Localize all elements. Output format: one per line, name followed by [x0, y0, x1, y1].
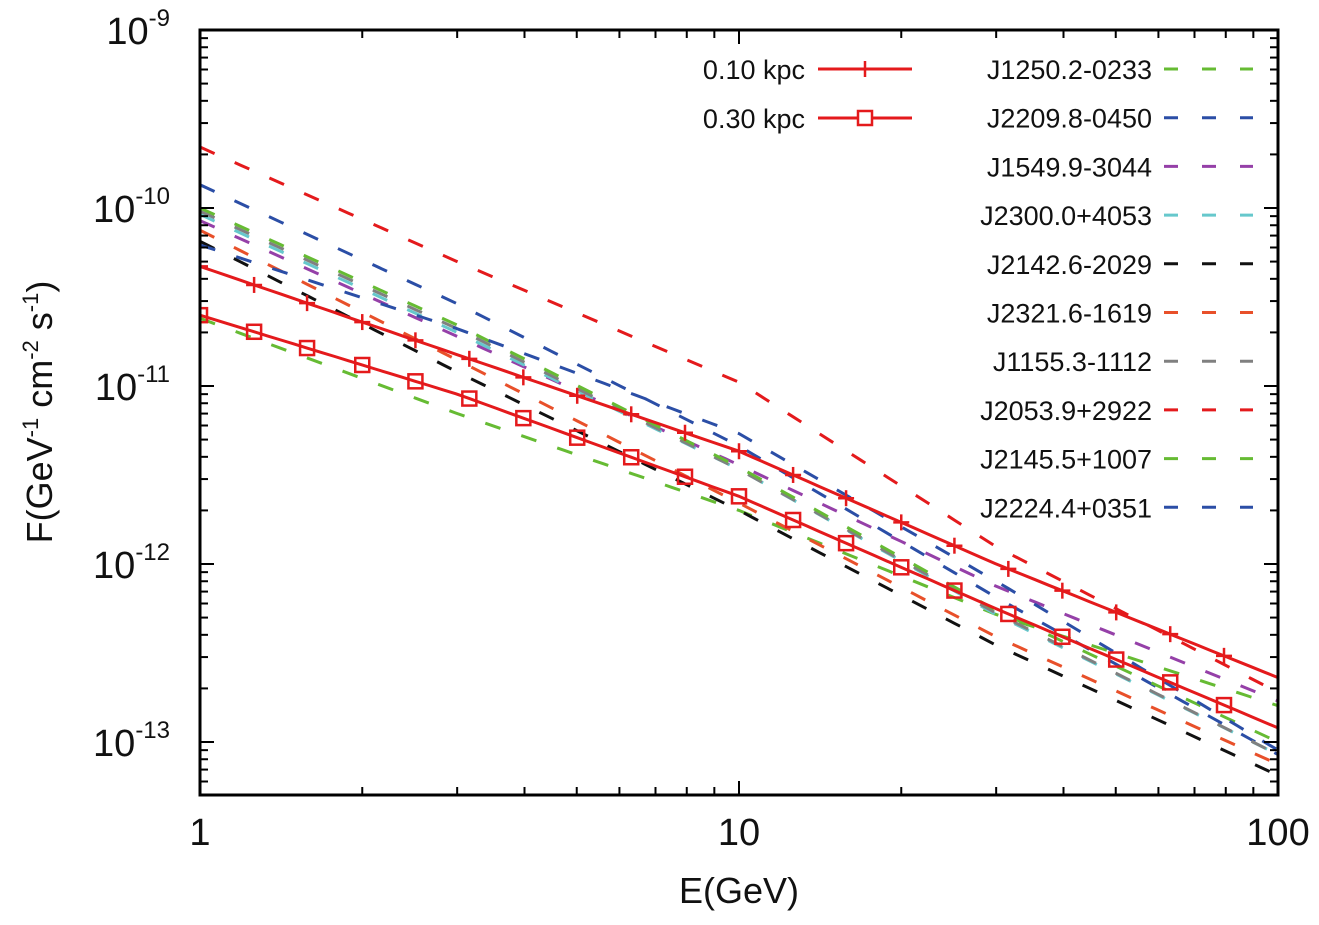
- legend-entry-j1250-2-0233: J1250.2-0233: [987, 55, 1253, 85]
- series-line-j2142-6-2029: [200, 239, 1278, 777]
- marker-plus: [731, 443, 747, 460]
- marker-plus: [1216, 647, 1233, 664]
- legend-label: J2053.9+2922: [980, 396, 1152, 426]
- marker-plus: [515, 369, 532, 386]
- legend-entry-j1155-3-1112: J1155.3-1112: [993, 347, 1253, 377]
- marker-square: [407, 373, 424, 390]
- marker-square: [1161, 674, 1179, 691]
- series-line-j2300-0-4053: [200, 213, 1278, 756]
- marker-square: [784, 511, 802, 529]
- marker-plus: [246, 276, 263, 293]
- marker-square: [354, 356, 371, 374]
- marker-square: [1215, 696, 1233, 714]
- marker-square: [461, 390, 478, 407]
- y-title-mid: cm: [19, 360, 60, 418]
- marker-square: [730, 488, 748, 505]
- marker-square: [515, 409, 532, 427]
- legend-entry-j2321-6-1619: J2321.6-1619: [987, 299, 1253, 329]
- legend-label: J2224.4+0351: [980, 493, 1152, 523]
- series-line-j1250-2-0233: [200, 316, 1278, 708]
- y-title-sup2: -2: [18, 340, 43, 360]
- marker-plus: [946, 537, 963, 554]
- legend-entry-j2145-5-1007: J2145.5+1007: [980, 445, 1253, 475]
- marker-square: [622, 448, 640, 466]
- legend-label: J2142.6-2029: [987, 250, 1152, 280]
- legend-label: J2300.0+4053: [980, 201, 1152, 231]
- marker-square: [298, 339, 316, 357]
- marker-square: [568, 429, 586, 446]
- y-title-pre: F(GeV: [19, 437, 60, 543]
- series-line-j2321-6-1619: [200, 228, 1278, 766]
- x-tick-label: 10: [718, 812, 760, 854]
- y-tick-label: 10-9: [106, 5, 170, 53]
- marker-plus: [299, 295, 316, 312]
- marker-plus: [1000, 560, 1017, 577]
- marker-plus: [1162, 626, 1179, 643]
- marker-plus: [785, 466, 802, 483]
- marker-square: [1107, 651, 1125, 668]
- series-line-j1549-9-3044: [200, 219, 1278, 703]
- y-title-sup1: -1: [18, 418, 43, 438]
- marker-square: [1054, 628, 1071, 646]
- x-axis-title: E(GeV): [679, 870, 799, 911]
- legend: 0.10 kpc 0.30 kpc J1250.2-0233 J2209.8-0450…: [703, 55, 1253, 523]
- marker-plus: [461, 350, 478, 367]
- marker-plus: [677, 424, 694, 441]
- series-line-j1155-3-1112: [200, 209, 1278, 756]
- series-line-j2145-5-1007: [200, 206, 1278, 744]
- legend-label: 0.10 kpc: [703, 55, 805, 85]
- y-title-post: ): [19, 281, 60, 293]
- legend-label: J2145.5+1007: [980, 445, 1152, 475]
- marker-plus: [838, 490, 855, 507]
- marker-plus: [354, 314, 371, 331]
- y-tick-label: 10-12: [93, 539, 170, 587]
- marker-plus: [893, 514, 910, 531]
- legend-entry-0-10-kpc: 0.10 kpc: [703, 55, 912, 85]
- legend-label: J1549.9-3044: [987, 152, 1152, 182]
- legend-marker-square: [856, 109, 874, 127]
- legend-entry-j2224-4-0351: J2224.4+0351: [980, 493, 1253, 523]
- legend-entry-j2300-0-4053: J2300.0+4053: [980, 201, 1253, 231]
- legend-label: 0.30 kpc: [703, 104, 805, 134]
- y-tick-label: 10-10: [93, 183, 170, 231]
- legend-entry-j2209-8-0450: J2209.8-0450: [987, 104, 1253, 134]
- x-tick-label: 1: [189, 812, 210, 854]
- marker-plus: [1108, 604, 1125, 621]
- marker-square: [245, 323, 263, 341]
- legend-entry-j2053-9-2922: J2053.9+2922: [980, 396, 1253, 426]
- marker-plus: [569, 387, 586, 404]
- marker-square: [837, 534, 855, 552]
- legend-entry-0-30-kpc: 0.30 kpc: [703, 104, 912, 134]
- marker-square: [676, 468, 694, 485]
- legend-label: J1155.3-1112: [993, 347, 1152, 377]
- legend-entry-j1549-9-3044: J1549.9-3044: [987, 152, 1253, 182]
- marker-square: [946, 582, 963, 599]
- marker-plus: [200, 258, 208, 275]
- legend-label: J2321.6-1619: [987, 299, 1152, 329]
- marker-square: [893, 559, 910, 576]
- marker-plus: [407, 332, 424, 349]
- marker-square: [1000, 605, 1017, 623]
- legend-label: J2209.8-0450: [987, 104, 1152, 134]
- series-line-j2053-9-2922: [200, 145, 1278, 694]
- marker-plus: [623, 406, 640, 423]
- marker-square: [200, 306, 209, 324]
- y-title-mid2: s: [19, 312, 60, 340]
- marker-plus: [1054, 582, 1071, 599]
- ticks-layer: 1 10 100 10-9 10-10 10-11 10-12 10-13: [93, 5, 1310, 854]
- legend-label: J1250.2-0233: [987, 55, 1152, 85]
- y-title-sup3: -1: [18, 293, 43, 313]
- y-axis-title: F(GeV-1 cm-2 s-1): [18, 281, 60, 544]
- series-line-j2209-8-0450: [200, 183, 1278, 756]
- series-layer: [200, 145, 1278, 777]
- y-tick-label: 10-13: [93, 717, 170, 765]
- y-tick-label: 10-11: [95, 361, 170, 409]
- x-tick-label: 100: [1246, 812, 1309, 854]
- series-line-0-30-kpc: [200, 313, 1278, 730]
- legend-entry-j2142-6-2029: J2142.6-2029: [987, 250, 1253, 280]
- series-line-j2224-4-0351: [200, 243, 1278, 752]
